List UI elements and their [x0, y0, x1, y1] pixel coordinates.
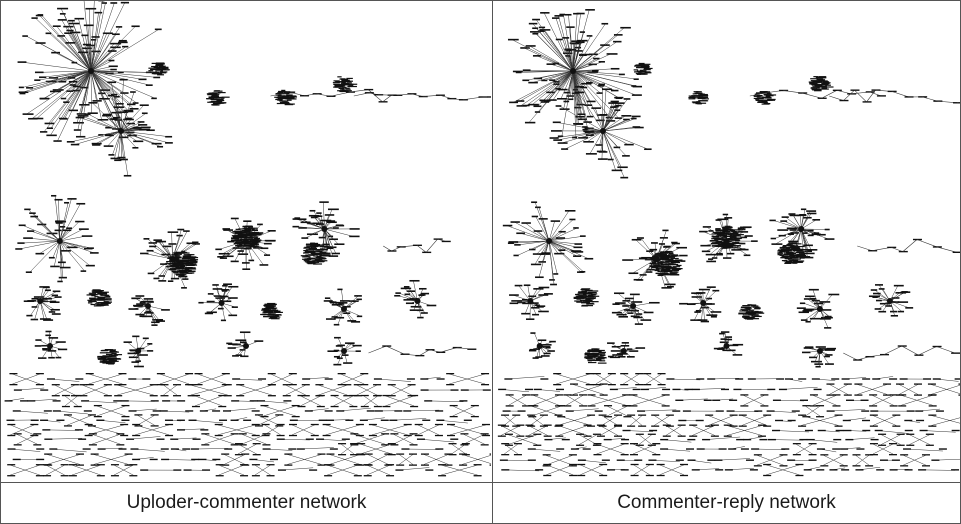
uploader-commenter-network-panel	[1, 1, 493, 482]
uploader-commenter-network-graph	[4, 1, 491, 477]
uploader-commenter-caption: Uploder-commenter network	[1, 483, 493, 523]
network-drawing	[497, 9, 960, 477]
network-drawing	[4, 1, 491, 477]
caption-row: Uploder-commenter network Commenter-repl…	[1, 482, 960, 523]
commenter-reply-network-graph	[497, 9, 960, 477]
commenter-reply-caption: Commenter-reply network	[617, 492, 836, 513]
commenter-reply-network-panel	[493, 1, 960, 482]
